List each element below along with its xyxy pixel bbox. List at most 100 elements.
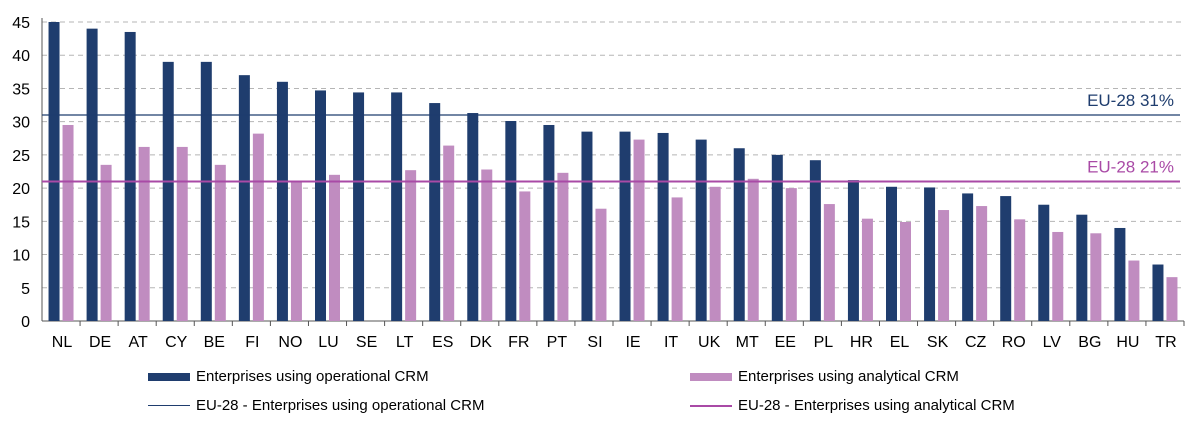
y-tick-label: 15 [12,214,30,231]
bar-operational-UK [695,139,707,321]
bar-analytical-NL [62,124,74,321]
y-tick-label: 30 [12,115,30,132]
y-tick-label: 45 [12,15,30,32]
x-tick-label: HR [850,334,873,351]
x-tick-label: LT [396,334,414,351]
bar-analytical-CZ [976,206,988,321]
bar-analytical-DK [481,169,493,321]
bar-operational-FR [505,121,517,321]
legend-item-operational: Enterprises using operational CRM [148,368,429,385]
y-tick-label: 35 [12,81,30,98]
bar-operational-BE [200,61,212,321]
x-tick-label: BG [1078,334,1101,351]
bar-operational-SE [353,92,365,321]
bar-operational-LT [391,92,403,321]
legend-swatch-eu-operational [148,405,190,406]
bar-analytical-PT [557,172,569,321]
x-tick-label: FR [508,334,529,351]
chart-legend: Enterprises using operational CRM Enterp… [0,362,1200,432]
bar-operational-PL [809,160,821,321]
x-tick-label: BE [204,334,225,351]
bar-operational-DK [467,113,479,321]
bar-analytical-AT [138,146,150,321]
x-tick-label: SK [927,334,949,351]
x-tick-label: HU [1116,334,1139,351]
bar-operational-CY [162,61,174,321]
bar-analytical-LV [1052,231,1064,321]
bar-analytical-SI [595,208,607,321]
legend-item-analytical: Enterprises using analytical CRM [690,368,959,385]
bar-analytical-ES [443,145,455,321]
y-tick-label: 20 [12,181,30,198]
bar-operational-RO [1000,196,1012,321]
eu28-label-analytical: EU-28 21% [1087,157,1174,176]
bar-analytical-SK [938,210,950,321]
bar-analytical-FI [252,133,264,321]
bar-operational-FI [238,75,250,322]
bar-operational-NL [48,22,60,321]
legend-swatch-analytical [690,372,732,381]
x-tick-label: LV [1043,334,1062,351]
legend-label-eu-analytical: EU-28 - Enterprises using analytical CRM [738,397,1015,414]
bar-operational-HR [847,180,859,321]
x-tick-label: LU [318,334,338,351]
x-tick-label: UK [698,334,721,351]
bar-operational-HU [1114,227,1126,321]
x-tick-label: FI [245,334,259,351]
bar-operational-EL [886,186,897,321]
bar-analytical-BG [1090,233,1102,321]
x-tick-label: AT [129,334,148,351]
x-tick-label: SE [356,334,377,351]
bar-operational-ES [429,103,441,321]
bar-operational-AT [124,31,136,321]
bar-operational-EE [771,154,783,321]
x-tick-label: CZ [965,334,987,351]
chart-plot: 0 5 10 15 20 25 30 35 40 45 NL DE AT CY BE FI NO LU SE LT ES… [12,15,1185,351]
bar-analytical-LT [405,170,417,321]
bar-analytical-TR [1166,277,1178,321]
bar-analytical-RO [1014,219,1026,321]
legend-swatch-operational [148,372,190,381]
x-tick-label: CY [165,334,188,351]
y-tick-label: 25 [12,148,30,165]
x-tick-label: IE [625,334,640,351]
x-tick-label: TR [1155,334,1176,351]
x-tick-label: ES [432,334,453,351]
bar-analytical-UK [709,186,721,321]
x-tick-label: PL [814,334,834,351]
bar-analytical-PL [823,204,835,321]
bar-analytical-HR [861,218,873,321]
bar-operational-PT [543,124,555,321]
y-tick-label: 5 [21,281,30,298]
bar-operational-LV [1038,204,1050,321]
x-tick-label: RO [1002,334,1026,351]
bar-operational-CZ [962,193,974,321]
bar-analytical-LU [329,174,340,321]
bar-analytical-EE [785,188,797,321]
bar-analytical-DE [100,164,112,321]
x-tick-label: SI [587,334,602,351]
bar-analytical-CY [176,146,188,321]
legend-item-eu-analytical: EU-28 - Enterprises using analytical CRM [690,397,1015,414]
x-tick-label: EE [775,334,796,351]
x-tick-label: IT [664,334,678,351]
legend-swatch-eu-analytical [690,404,732,407]
bar-operational-NO [276,81,288,321]
bar-analytical-BE [214,164,226,321]
bar-analytical-HU [1128,260,1140,321]
legend-label-analytical: Enterprises using analytical CRM [738,368,959,385]
bar-operational-TR [1152,264,1164,321]
y-tick-label: 10 [12,248,30,265]
x-tick-label: NL [52,334,73,351]
x-tick-label: DE [89,334,111,351]
bar-analytical-EL [900,221,911,321]
bar-analytical-FR [519,191,531,321]
bar-operational-SK [924,187,936,321]
y-tick-label: 40 [12,48,30,65]
y-tick-label: 0 [21,314,30,331]
bar-analytical-MT [747,178,759,321]
bar-operational-MT [733,148,745,321]
legend-item-eu-operational: EU-28 - Enterprises using operational CR… [148,397,484,414]
x-tick-label: EL [890,334,910,351]
